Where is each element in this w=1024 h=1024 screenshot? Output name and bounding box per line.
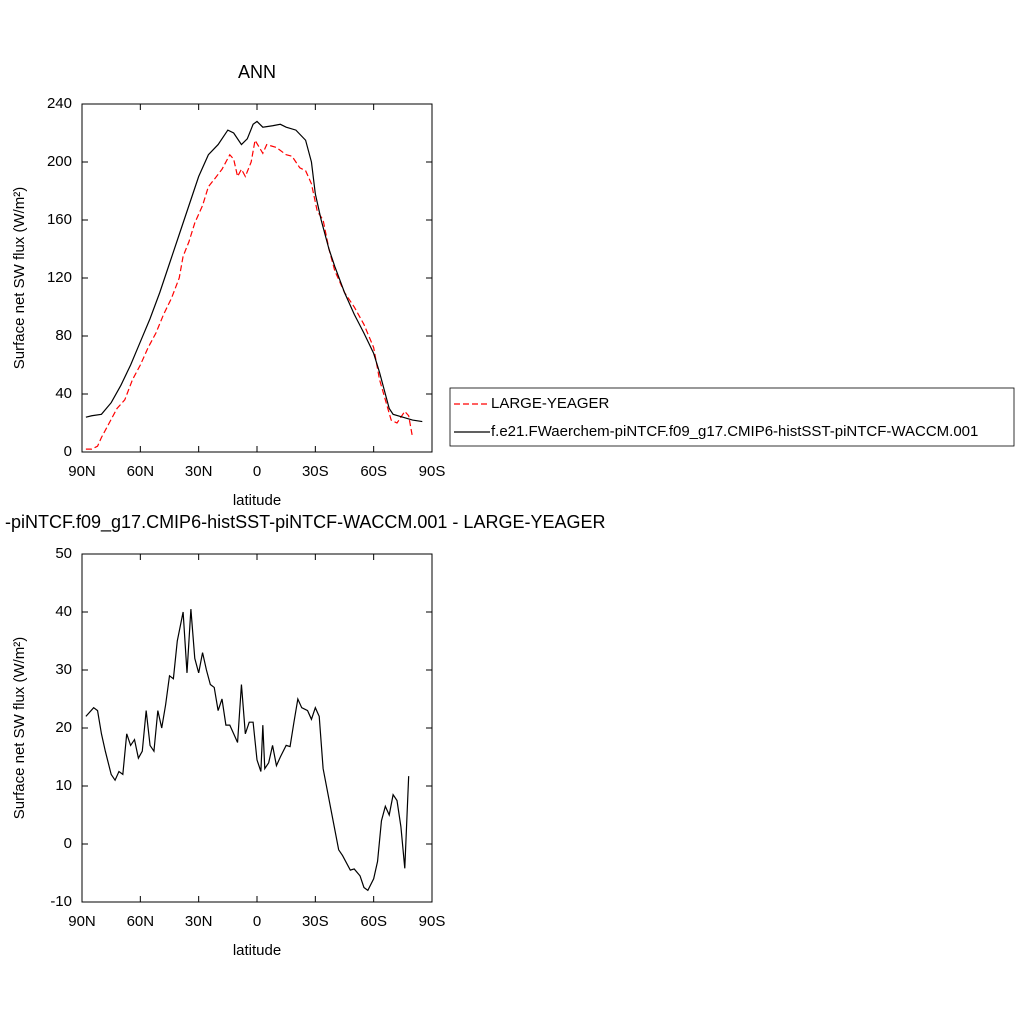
x-tick-label: 90N: [68, 913, 96, 930]
y-tick-label: 120: [47, 269, 72, 286]
series-line: [85, 609, 410, 892]
x-tick-label: 30S: [302, 913, 329, 930]
y-tick-label: 20: [55, 719, 72, 736]
x-tick-label: 90N: [68, 463, 96, 480]
x-tick-label: 90S: [419, 913, 446, 930]
y-tick-label: 160: [47, 211, 72, 228]
y-tick-label: 240: [47, 95, 72, 112]
x-tick-label: 60S: [360, 463, 387, 480]
y-tick-label: 0: [64, 443, 72, 460]
y-tick-label: 10: [55, 777, 72, 794]
chart-title: -piNTCF.f09_g17.CMIP6-histSST-piNTCF-WAC…: [5, 512, 605, 533]
y-tick-label: 80: [55, 327, 72, 344]
x-tick-label: 0: [253, 463, 261, 480]
y-tick-label: 40: [55, 603, 72, 620]
x-tick-label: 90S: [419, 463, 446, 480]
y-tick-label: 200: [47, 153, 72, 170]
x-tick-label: 30N: [185, 463, 213, 480]
x-axis-label: latitude: [233, 942, 281, 959]
x-tick-label: 30N: [185, 913, 213, 930]
legend-label: f.e21.FWaerchem-piNTCF.f09_g17.CMIP6-his…: [491, 423, 978, 440]
plot-frame: [81, 103, 433, 453]
legend-label: LARGE-YEAGER: [491, 395, 610, 412]
chart-title: ANN: [238, 62, 276, 82]
x-tick-label: 30S: [302, 463, 329, 480]
plot-frame: [81, 553, 433, 903]
series-line: [85, 120, 423, 423]
y-tick-label: 40: [55, 385, 72, 402]
x-tick-label: 60N: [127, 913, 155, 930]
y-axis-label: Surface net SW flux (W/m²): [11, 637, 28, 820]
legend-box: [449, 387, 1015, 447]
series-line: [85, 138, 414, 450]
x-tick-label: 60S: [360, 913, 387, 930]
y-tick-label: 30: [55, 661, 72, 678]
y-tick-label: -10: [50, 893, 72, 910]
y-tick-label: 50: [55, 545, 72, 562]
y-axis-label: Surface net SW flux (W/m²): [11, 187, 28, 370]
y-tick-label: 0: [64, 835, 72, 852]
x-tick-label: 60N: [127, 463, 155, 480]
x-axis-label: latitude: [233, 492, 281, 509]
x-tick-label: 0: [253, 913, 261, 930]
